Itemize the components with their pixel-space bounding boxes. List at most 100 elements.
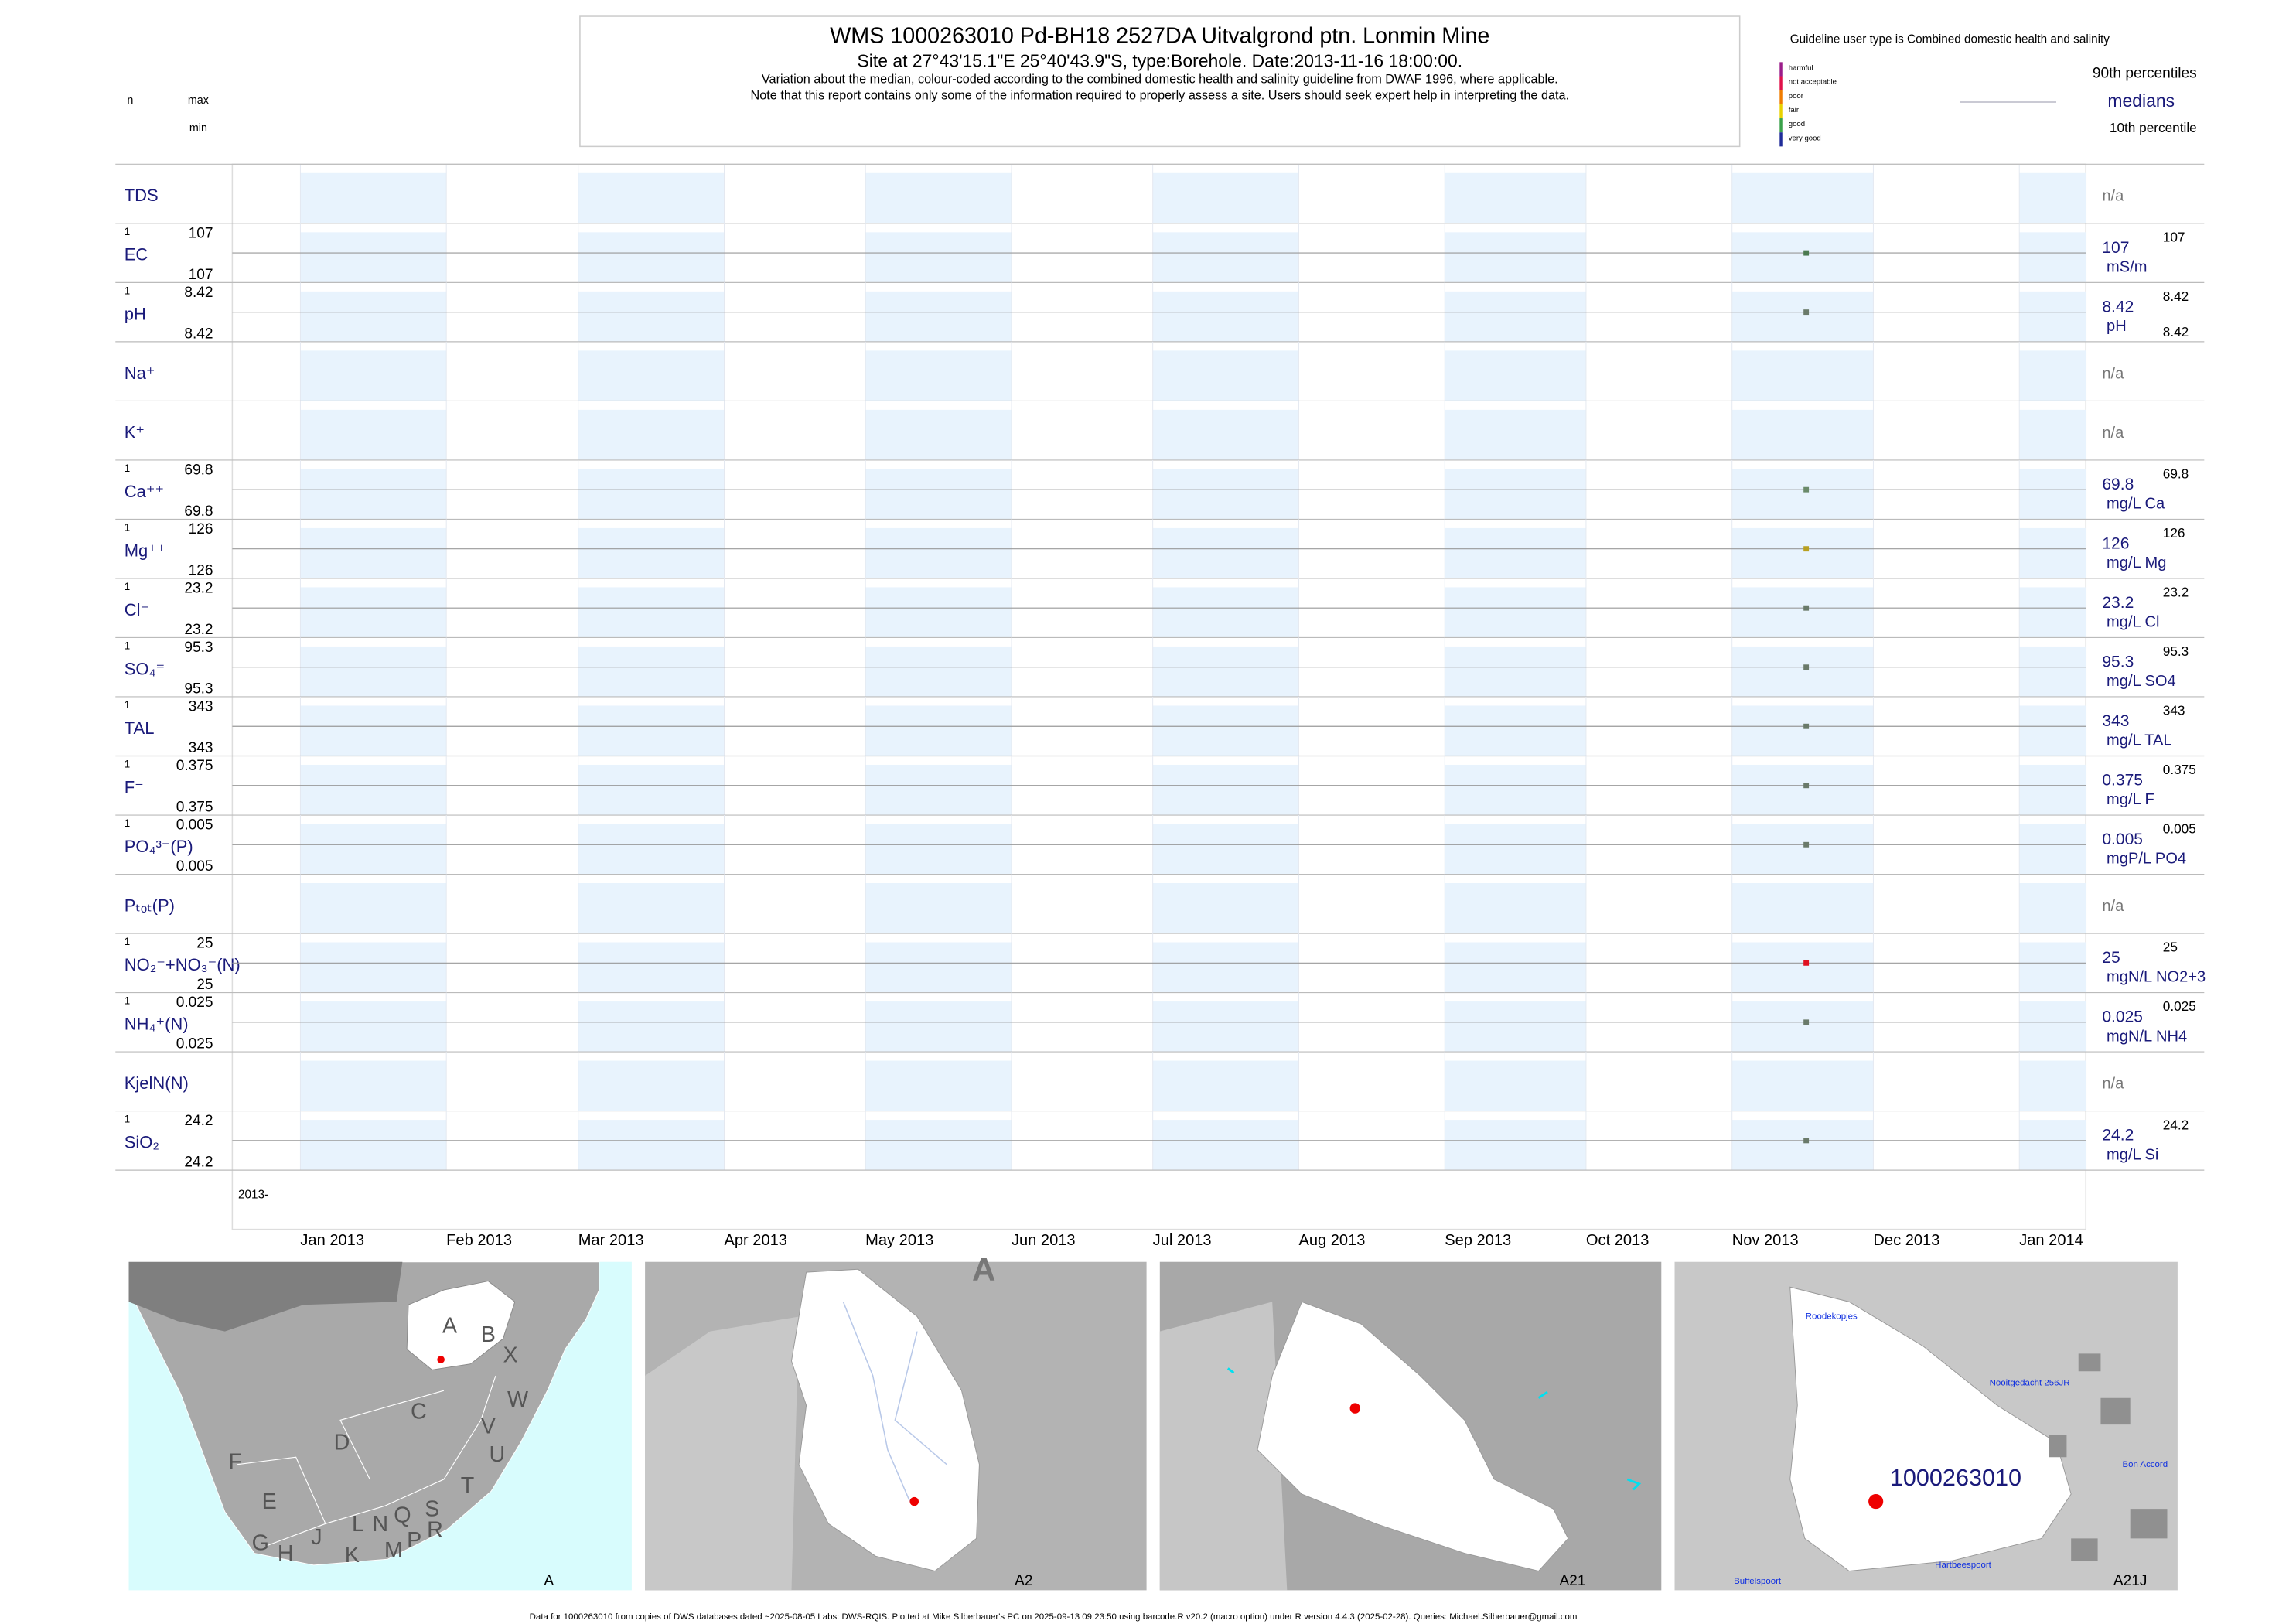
parameter-label: EC	[125, 245, 148, 264]
month-band	[865, 409, 1012, 460]
p90-value: 126	[2163, 525, 2185, 541]
map-label: C	[411, 1399, 427, 1424]
min-value: 107	[189, 267, 213, 283]
month-band	[1445, 291, 1586, 342]
month-band	[1152, 1060, 1299, 1111]
month-band	[1731, 232, 1874, 283]
legend-label: harmful	[1789, 64, 1813, 73]
month-band	[1152, 350, 1299, 401]
map-label: J	[311, 1525, 322, 1550]
min-value: 0.005	[176, 858, 213, 875]
p90-value: 23.2	[2163, 585, 2189, 600]
map-label: M	[384, 1538, 403, 1563]
max-value: 69.8	[184, 462, 213, 478]
unit: mg/L TAL	[2107, 732, 2171, 749]
month-band	[300, 705, 447, 756]
month-band	[2019, 1060, 2086, 1111]
month-band	[2019, 587, 2086, 638]
min-value: 0.375	[176, 799, 213, 815]
urban-areas	[2049, 1353, 2168, 1561]
x-tick-label: Oct 2013	[1586, 1232, 1649, 1249]
map-label: Buffelspoort	[1734, 1577, 1782, 1586]
n-count: 1	[125, 521, 130, 533]
map-label: A	[442, 1313, 458, 1338]
p90-value: 69.8	[2163, 466, 2189, 482]
p90-value: 343	[2163, 703, 2185, 718]
parameter-label: TDS	[125, 186, 159, 205]
n-count: 1	[125, 640, 130, 651]
map-label: V	[481, 1414, 496, 1439]
unit: mg/L Ca	[2107, 496, 2165, 513]
map-a21j	[1674, 1261, 2178, 1591]
map-label: U	[489, 1442, 505, 1467]
site-dot	[437, 1356, 445, 1363]
median-value: 8.42	[2102, 298, 2134, 316]
no-data: n/a	[2102, 898, 2124, 915]
site-dot	[1868, 1494, 1884, 1510]
month-band	[578, 587, 725, 638]
legend-swatch	[1779, 90, 1783, 104]
median-value: 25	[2102, 949, 2120, 967]
no-data: n/a	[2102, 425, 2124, 442]
boundaries	[237, 1375, 496, 1547]
title-box	[579, 15, 1741, 148]
map-label: H	[278, 1541, 294, 1566]
month-band	[1731, 1120, 1874, 1171]
month-band	[1445, 172, 1586, 223]
parameter-label: PO₄³⁻(P)	[125, 837, 193, 856]
month-band	[2019, 469, 2086, 520]
footer: Data for 1000263010 from copies of DWS d…	[530, 1612, 1578, 1622]
n-count: 1	[125, 699, 130, 711]
map-label: X	[503, 1343, 517, 1368]
month-band	[1152, 824, 1299, 875]
map-label: L	[352, 1512, 364, 1537]
sample-point	[1803, 783, 1810, 789]
site-info: Site at 27°43'15.1"E 25°40'43.9"S, type:…	[857, 50, 1462, 70]
column-head: n	[127, 94, 133, 107]
month-band	[1152, 705, 1299, 756]
map-label: Bon Accord	[2122, 1460, 2168, 1469]
month-band	[1731, 764, 1874, 816]
min-value: 25	[196, 977, 213, 993]
p90-value: 24.2	[2163, 1117, 2189, 1132]
month-band	[1731, 587, 1874, 638]
n-count: 1	[125, 581, 130, 592]
month-band	[2019, 291, 2086, 342]
parameter-label: SiO₂	[125, 1132, 159, 1151]
month-band	[300, 1001, 447, 1053]
month-band	[1445, 646, 1586, 697]
unit: mgN/L NO2+3	[2107, 969, 2206, 986]
month-band	[300, 291, 447, 342]
unit: mg/L F	[2107, 791, 2154, 808]
month-band	[1445, 469, 1586, 520]
map-label: F	[228, 1449, 242, 1474]
month-band	[865, 883, 1012, 934]
sample-point	[1803, 841, 1810, 848]
sample-point	[1803, 546, 1810, 552]
note: Note that this report contains only some…	[750, 89, 1569, 103]
median-value: 24.2	[2102, 1127, 2134, 1145]
month-band	[300, 1060, 447, 1111]
month-band	[300, 883, 447, 934]
legend-middle: medians	[2107, 90, 2175, 111]
catchment	[406, 1281, 516, 1370]
n-count: 1	[125, 817, 130, 829]
map-label: T	[461, 1473, 475, 1498]
legend-label: fair	[1789, 106, 1800, 114]
month-band	[865, 527, 1012, 578]
month-band	[1731, 883, 1874, 934]
legend-upper: 90th percentiles	[2093, 66, 2197, 82]
month-band	[578, 646, 725, 697]
month-band	[1152, 409, 1299, 460]
map-label: P	[407, 1528, 421, 1553]
month-band	[865, 705, 1012, 756]
month-band	[578, 291, 725, 342]
x-tick-label: Jan 2013	[300, 1232, 364, 1249]
month-band	[578, 1060, 725, 1111]
parameter-label: pH	[125, 304, 146, 323]
min-value: 95.3	[184, 681, 213, 697]
max-value: 0.025	[176, 995, 213, 1011]
no-data: n/a	[2102, 188, 2124, 205]
sample-point	[1803, 1019, 1810, 1025]
unit: mg/L Cl	[2107, 614, 2159, 631]
